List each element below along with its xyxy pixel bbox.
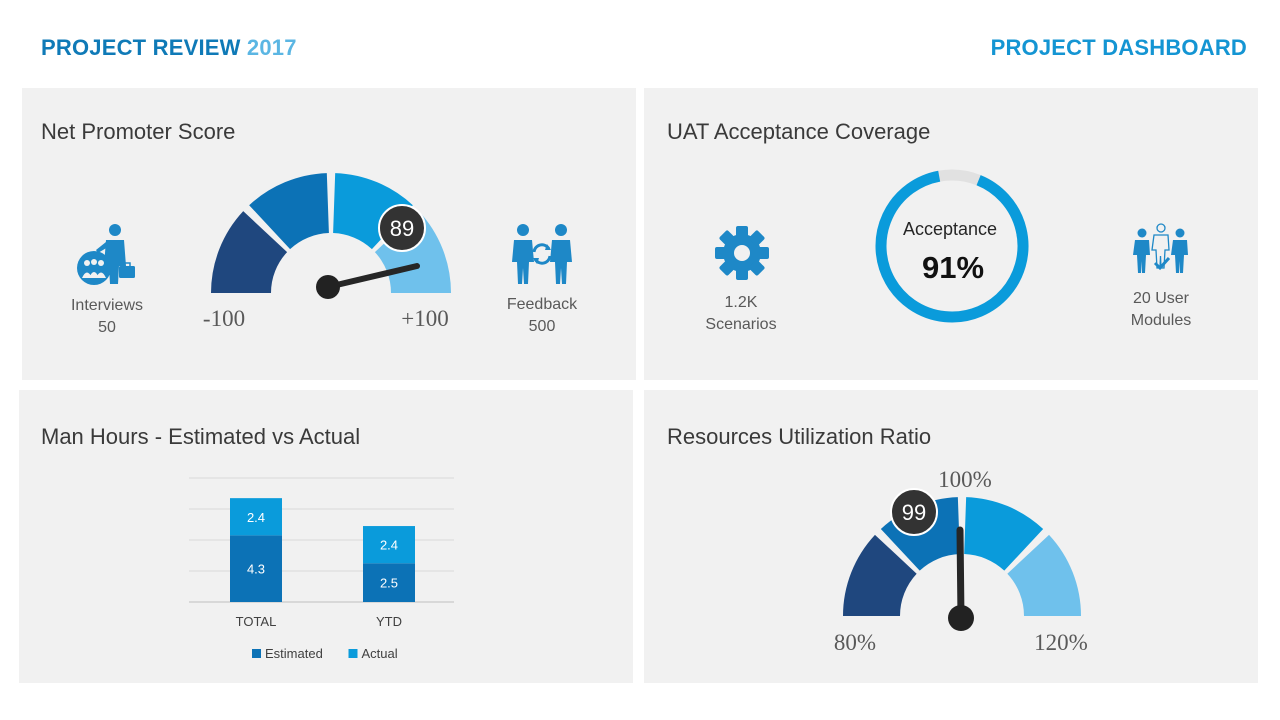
legend-label-estimated: Estimated	[265, 646, 323, 661]
x-tick-label: YTD	[376, 614, 402, 629]
resources-needle	[956, 526, 965, 622]
header-title-year: 2017	[246, 35, 297, 60]
resources-value: 99	[902, 500, 926, 525]
nps-gauge-segment-2	[249, 173, 329, 250]
nps-gauge-segment-3	[333, 173, 413, 250]
user-modules-value: 20 User	[1132, 290, 1190, 307]
feedback-value: 500	[528, 318, 556, 335]
manhours-bar-chart: 4.3 2.4 TOTAL 2.5 2.4 YTD Estimated Actual	[189, 477, 454, 661]
resources-mid-label: 100%	[938, 467, 992, 492]
nps-max-label: +100	[401, 306, 448, 331]
manhours-title: Man Hours - Estimated vs Actual	[41, 424, 361, 449]
legend-swatch-estimated	[252, 649, 261, 658]
resources-gauge-segment-3	[964, 497, 1044, 571]
nps-needle-hub	[316, 275, 340, 299]
header-title: PROJECT REVIEW 2017	[41, 35, 297, 61]
dashboard-title: PROJECT DASHBOARD	[990, 35, 1247, 60]
resources-needle-hub	[948, 605, 974, 631]
bar-estimated-total	[230, 535, 282, 602]
x-tick-label: TOTAL	[236, 614, 277, 629]
resources-value-badge	[890, 488, 938, 536]
nps-needle	[325, 263, 420, 290]
resources-gauge-segment-1	[843, 534, 917, 616]
interviews-stat: Interviews 50	[59, 295, 155, 339]
resources-gauge-segment-4	[1007, 534, 1081, 616]
header-title-main: PROJECT REVIEW	[41, 35, 241, 60]
user-modules-label: Modules	[1130, 312, 1192, 329]
feedback-label: Feedback	[506, 296, 578, 313]
legend-label-actual: Actual	[362, 646, 398, 661]
user-modules-icon	[1133, 223, 1188, 273]
nps-gauge-segment-1	[211, 211, 288, 293]
interviews-value: 50	[98, 319, 116, 336]
scenarios-value: 1.2K	[724, 294, 758, 311]
manhours-panel: Man Hours - Estimated vs Actual 4.3 2.4 TO…	[19, 390, 633, 683]
data-label: 2.5	[380, 576, 398, 591]
interviews-label: Interviews	[70, 297, 144, 314]
acceptance-label: Acceptance	[903, 219, 997, 239]
people-exchange-icon	[512, 224, 572, 284]
data-label: 4.3	[247, 562, 265, 577]
resources-gauge: 99 80% 100% 120%	[834, 467, 1088, 655]
acceptance-value: 91%	[922, 250, 984, 285]
scenarios-stat: 1.2K Scenarios	[686, 292, 796, 336]
gear-icon	[715, 226, 769, 280]
data-label: 2.4	[380, 538, 398, 553]
data-label: 2.4	[247, 510, 265, 525]
user-modules-stat: 20 User Modules	[1106, 288, 1216, 332]
bar-actual-ytd	[363, 526, 415, 564]
nps-min-label: -100	[203, 306, 245, 331]
scenarios-label: Scenarios	[705, 316, 777, 333]
resources-min-label: 80%	[834, 630, 876, 655]
nps-value-badge	[378, 204, 426, 252]
bar-estimated-ytd	[363, 563, 415, 602]
team-presenter-icon	[77, 224, 135, 285]
nps-title: Net Promoter Score	[41, 119, 236, 144]
nps-panel: Net Promoter Score Interviews 50 89 -100…	[22, 88, 636, 380]
resources-title: Resources Utilization Ratio	[667, 424, 932, 449]
uat-title: UAT Acceptance Coverage	[667, 119, 931, 144]
feedback-stat: Feedback 500	[494, 294, 590, 338]
acceptance-ring: Acceptance 91%	[875, 169, 1029, 323]
nps-gauge: 89 -100 +100	[203, 173, 451, 331]
resources-max-label: 120%	[1034, 630, 1088, 655]
resources-panel: Resources Utilization Ratio 99 80% 100% …	[644, 390, 1258, 683]
legend-swatch-actual	[348, 649, 358, 658]
uat-panel: UAT Acceptance Coverage 1.2K Scenarios A…	[644, 88, 1258, 380]
bar-actual-total	[230, 498, 282, 536]
nps-value: 89	[390, 216, 414, 241]
acceptance-ring-progress	[875, 170, 1029, 323]
